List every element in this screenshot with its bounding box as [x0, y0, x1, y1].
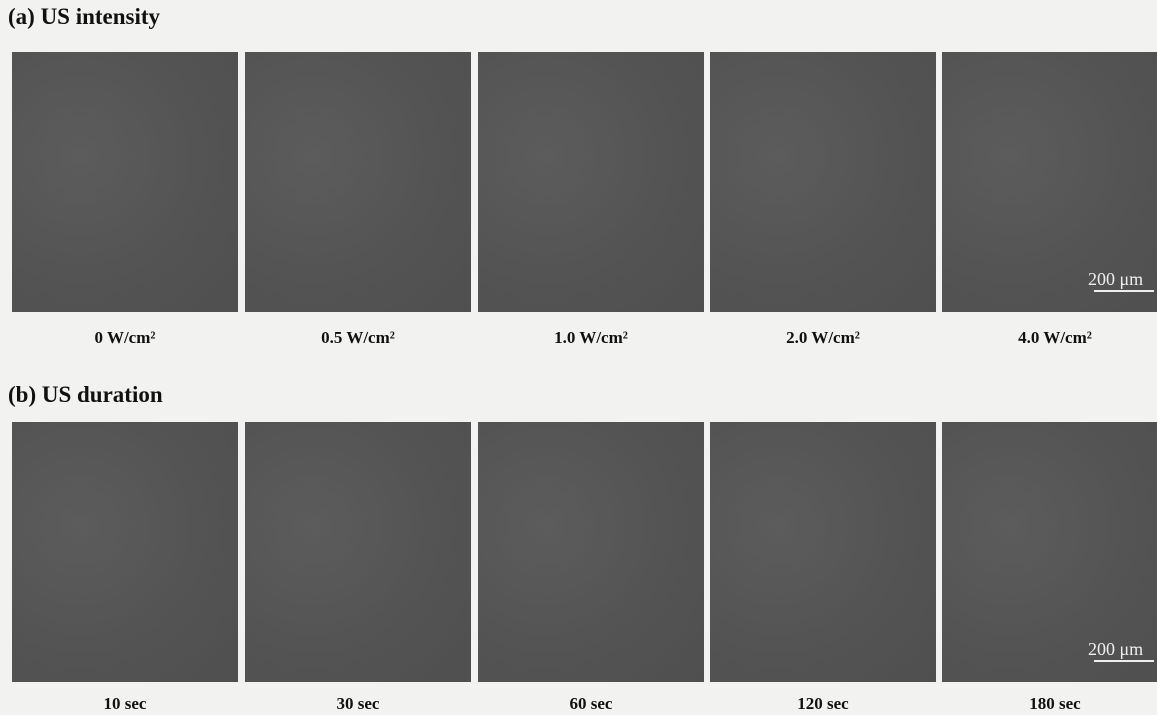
- scale-bar: 200 μm: [1088, 639, 1157, 662]
- panel-caption: 1.0 W/cm²: [478, 328, 704, 348]
- panel-caption: 60 sec: [478, 694, 704, 714]
- scale-bar-line: [1094, 660, 1154, 662]
- panel-caption: 4.0 W/cm²: [942, 328, 1157, 348]
- micrograph: [478, 52, 704, 312]
- panel-caption: 2.0 W/cm²: [710, 328, 936, 348]
- micrograph: [245, 52, 471, 312]
- micrograph: [710, 52, 936, 312]
- panel-caption: 10 sec: [12, 694, 238, 714]
- panel-title: (a) US intensity: [8, 4, 160, 30]
- panel-caption: 0 W/cm²: [12, 328, 238, 348]
- micrograph: [12, 52, 238, 312]
- scale-bar: 200 μm: [1088, 269, 1157, 292]
- scale-bar-label: 200 μm: [1088, 639, 1157, 660]
- micrograph: [12, 422, 238, 682]
- micrograph: [710, 422, 936, 682]
- panel-caption: 30 sec: [245, 694, 471, 714]
- scale-bar-line: [1094, 290, 1154, 292]
- panel-caption: 180 sec: [942, 694, 1157, 714]
- scale-bar-label: 200 μm: [1088, 269, 1157, 290]
- panel-caption: 120 sec: [710, 694, 936, 714]
- micrograph: 200 μm: [942, 52, 1157, 312]
- panel-caption: 0.5 W/cm²: [245, 328, 471, 348]
- micrograph: 200 μm: [942, 422, 1157, 682]
- micrograph: [245, 422, 471, 682]
- figure: {"panels": [ {"title": "(a) US intensity…: [0, 0, 1157, 715]
- micrograph: [478, 422, 704, 682]
- panel-title: (b) US duration: [8, 382, 163, 408]
